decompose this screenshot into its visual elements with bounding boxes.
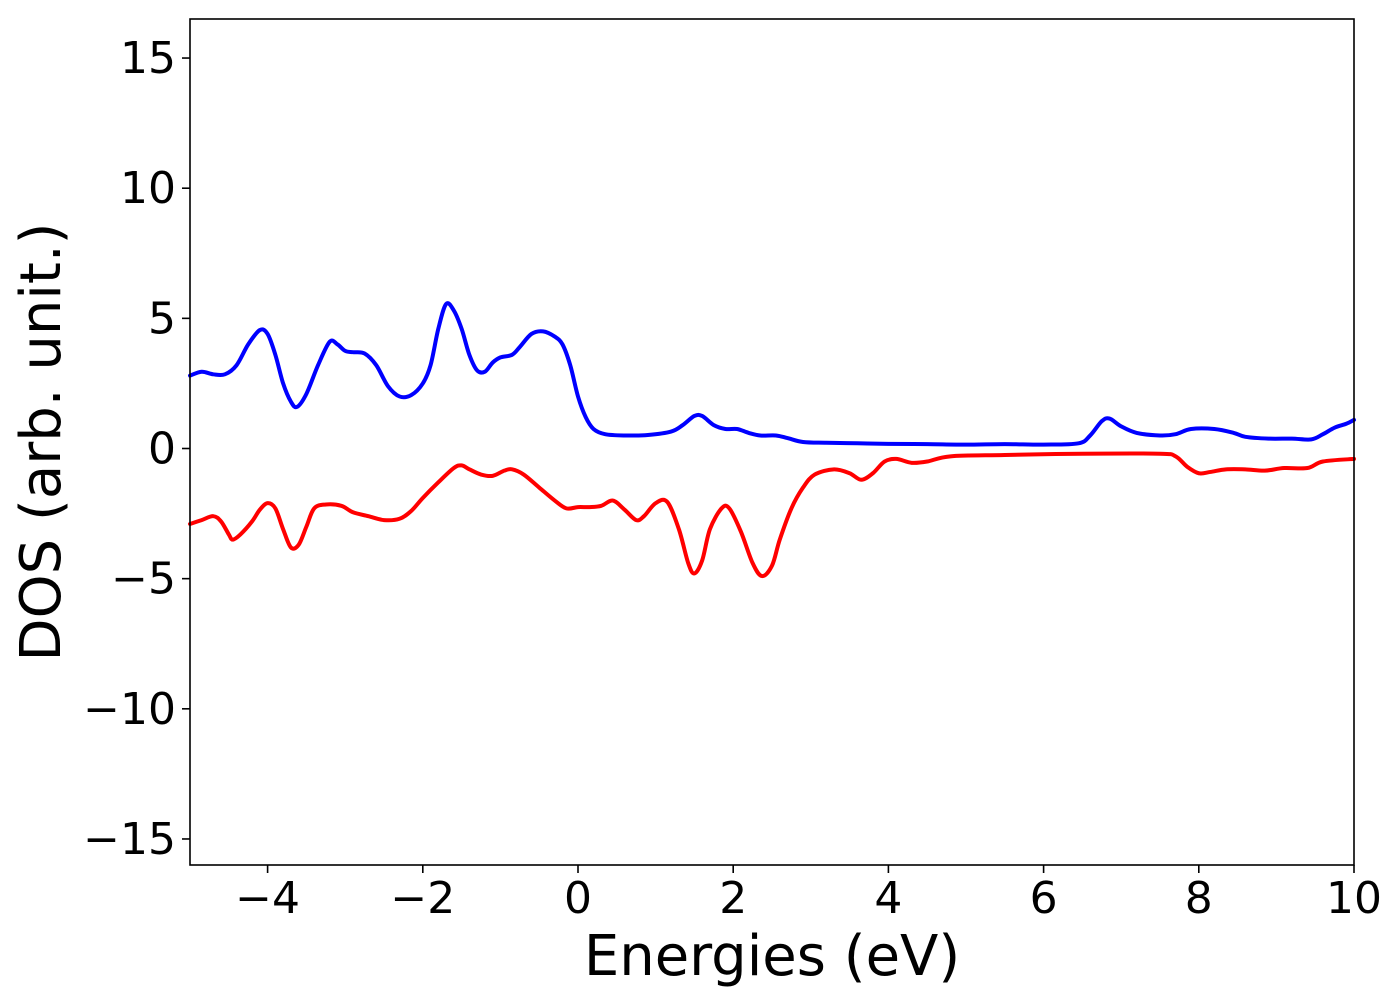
x-axis-title: Energies (eV) [584,924,960,989]
x-axis: −4 −2 0 2 4 6 8 10 [235,865,1382,924]
x-tick-label: 0 [564,873,592,924]
y-tick-label: 10 [120,163,176,214]
series-line-blue [188,301,1356,447]
y-tick-label: −15 [83,814,176,865]
y-tick-label: 5 [148,293,176,344]
series-layer [188,301,1356,579]
x-tick-label: 10 [1326,873,1382,924]
series-line-red [188,451,1356,579]
x-tick-label: 8 [1185,873,1213,924]
x-tick-label: 6 [1030,873,1058,924]
x-tick-label: 4 [874,873,902,924]
y-tick-label: −10 [83,684,176,735]
y-axis-title: DOS (arb. unit.) [9,222,74,661]
y-tick-label: 15 [120,33,176,84]
plot-frame [189,18,1355,866]
y-tick-label: 0 [148,424,176,475]
x-tick-label: −2 [390,873,455,924]
x-tick-label: −4 [235,873,300,924]
x-tick-label: 2 [719,873,747,924]
y-axis: −15 −10 −5 0 5 10 15 [83,33,190,865]
y-tick-label: −5 [111,554,176,605]
